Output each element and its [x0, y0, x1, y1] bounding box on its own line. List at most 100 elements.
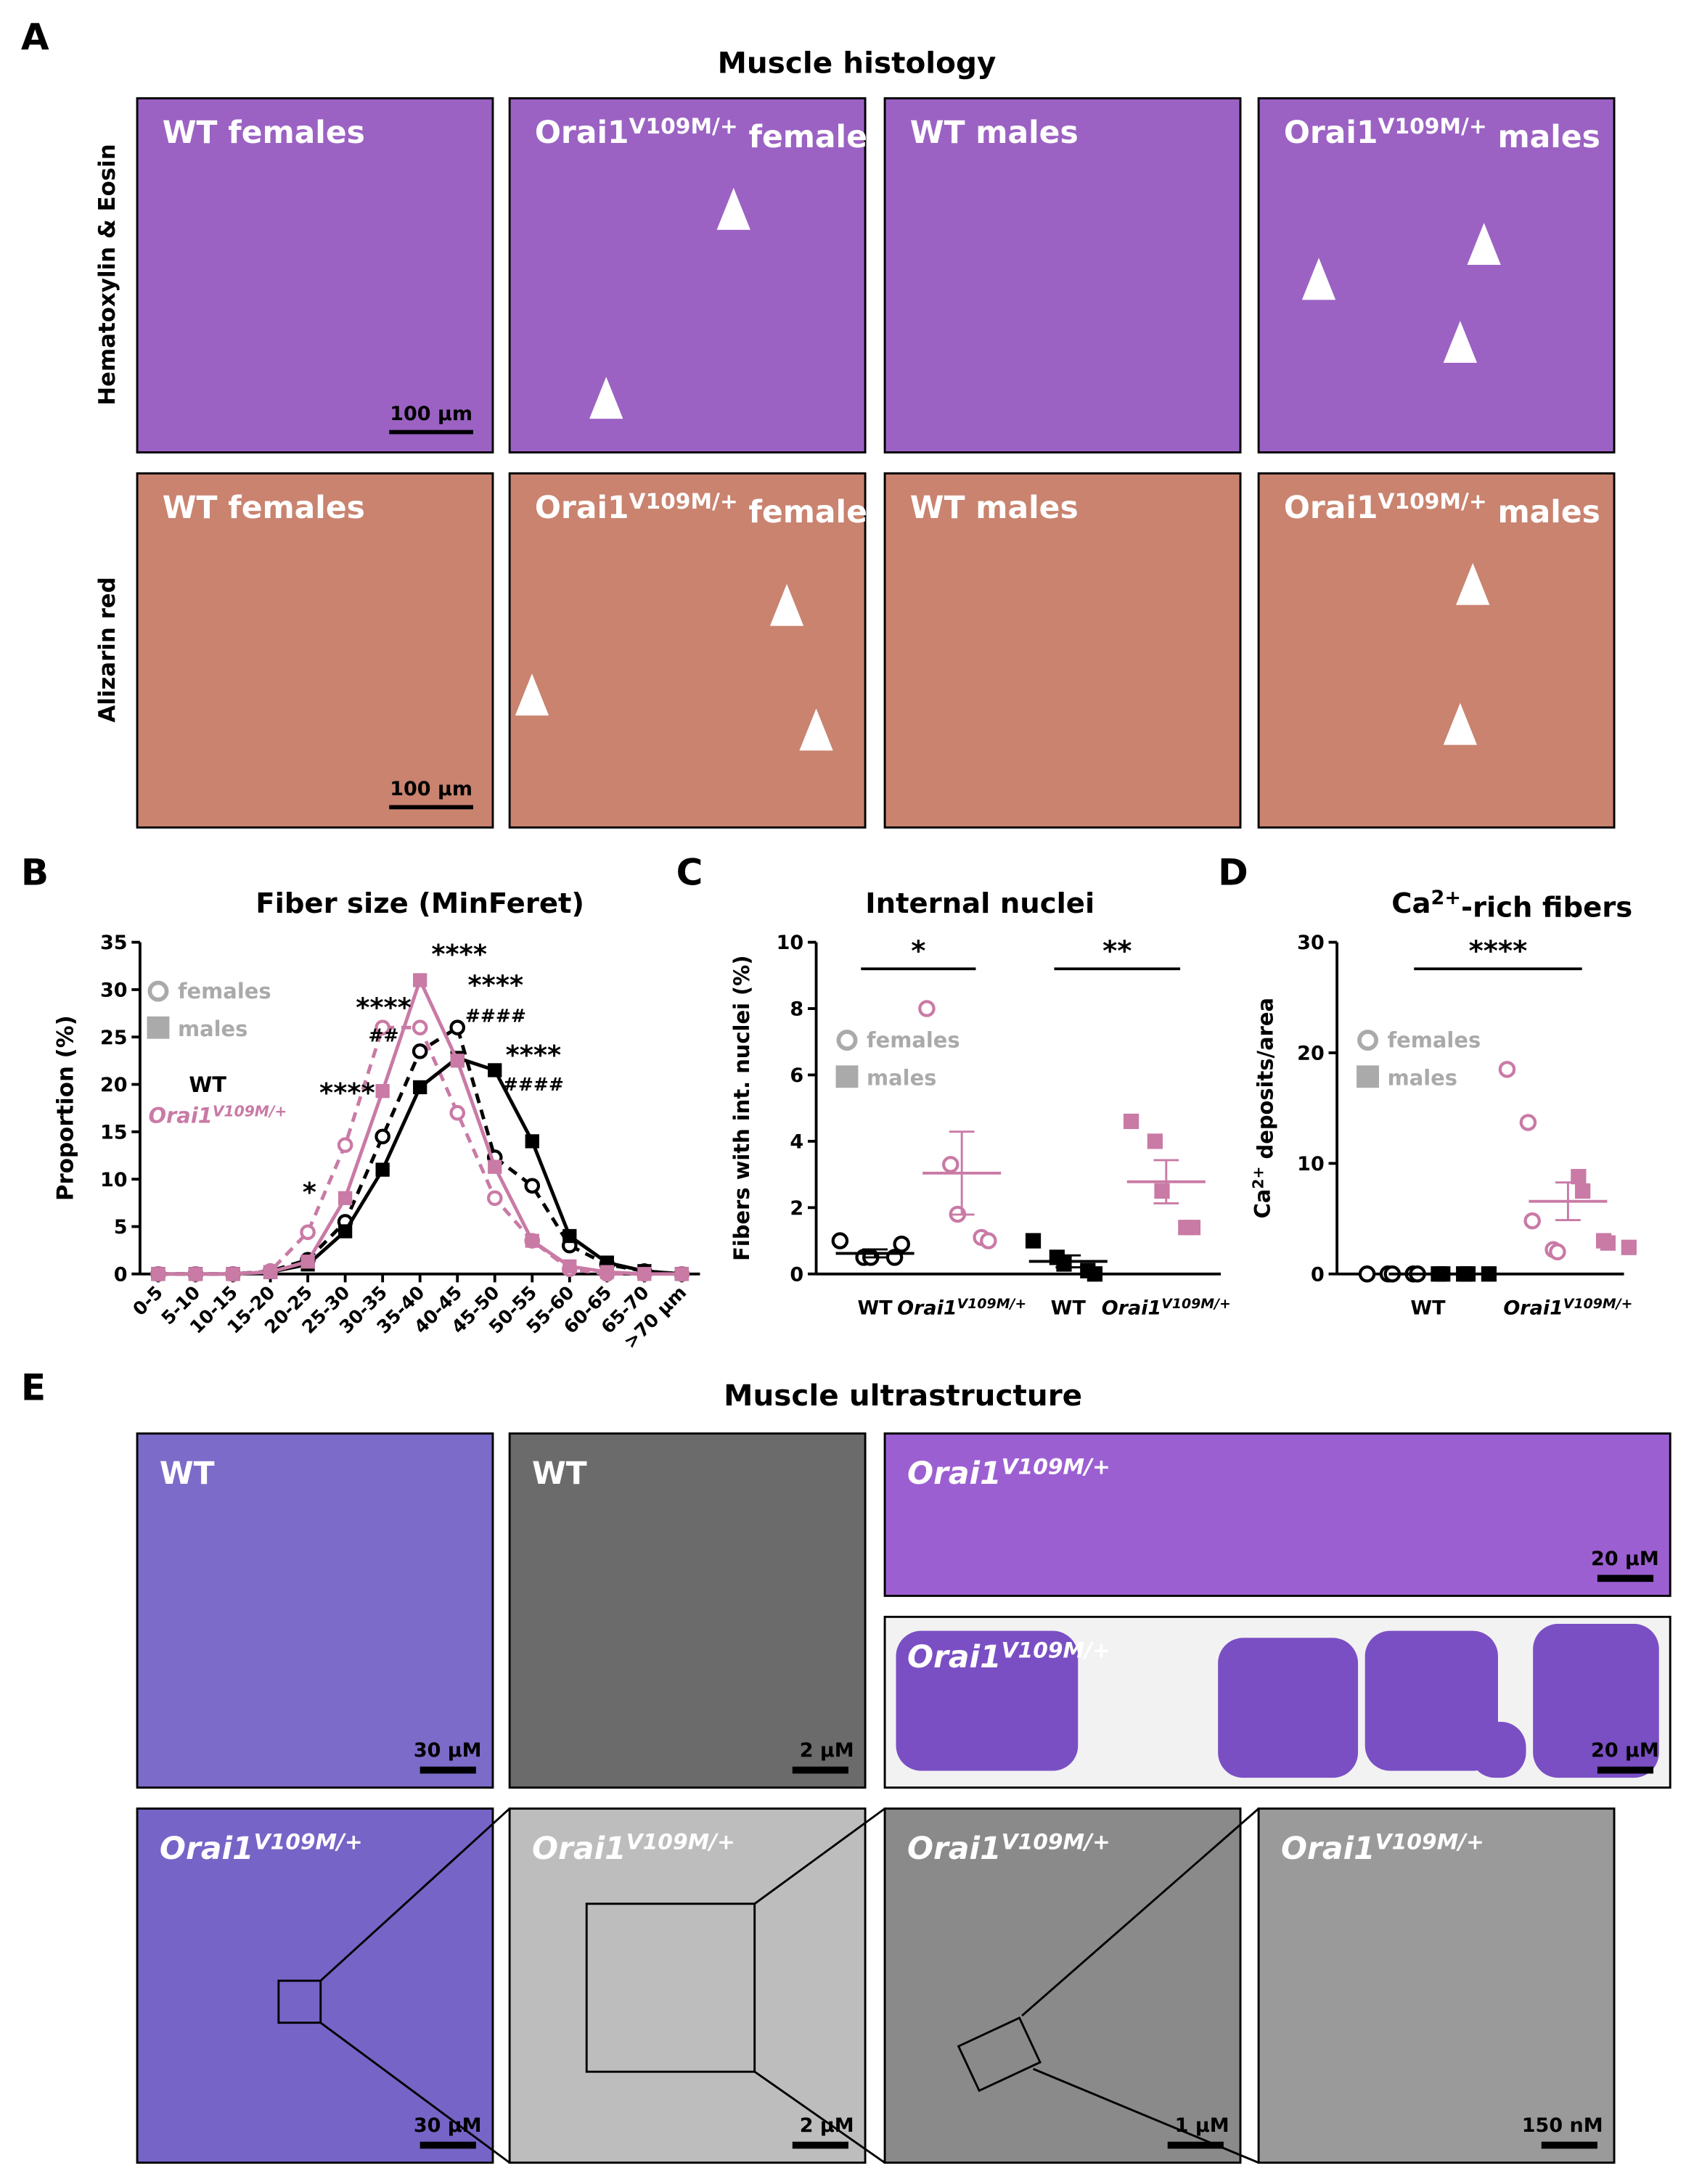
fiber	[1533, 1623, 1659, 1778]
data-point	[831, 1232, 849, 1249]
scale-bar	[1597, 1766, 1654, 1774]
histology-image	[136, 472, 494, 829]
x-tick-label-main: Orai1	[897, 1297, 957, 1320]
zoom-line	[753, 2071, 885, 2164]
legend-label: males	[867, 1065, 936, 1090]
y-axis-label-rest: deposits/area	[1253, 998, 1277, 1167]
image-label-rest: females	[738, 495, 885, 530]
marker	[300, 1224, 316, 1241]
image-label-main: WT males	[910, 490, 1079, 526]
arrowhead	[1443, 702, 1478, 745]
data-point	[1056, 1256, 1072, 1272]
image-label: Orai1V109M/+	[907, 1638, 1110, 1675]
image-label-main: Orai1	[907, 1640, 1002, 1675]
marker	[413, 973, 427, 988]
zoom-line	[1021, 1807, 1260, 2017]
legend-label: females	[1388, 1027, 1481, 1052]
y-axis-label-main: Ca	[1251, 1189, 1275, 1219]
chart-title-sup: 2+	[1431, 887, 1461, 909]
scale-bar	[420, 1766, 476, 1774]
panel-letter: E	[21, 1366, 46, 1408]
image-label-sup: V109M/+	[254, 1830, 363, 1855]
image-label: WT	[532, 1456, 587, 1492]
scale-bar-label: 100 µm	[390, 778, 472, 800]
legend-marker	[835, 1065, 859, 1088]
fiber	[896, 1630, 1079, 1771]
significance-mark: ****	[319, 1077, 375, 1109]
scale-bar	[389, 805, 473, 810]
legend-label-main: Orai1	[148, 1103, 212, 1128]
row-label: Alizarin red	[94, 577, 120, 723]
marker	[375, 1019, 390, 1035]
image-label-sup: V109M/+	[626, 1830, 735, 1855]
data-point	[1571, 1169, 1587, 1185]
data-point	[1498, 1061, 1516, 1078]
data-point	[941, 1156, 959, 1173]
scale-bar-label: 20 µM	[1591, 1739, 1659, 1762]
marker	[488, 1063, 502, 1077]
arrowhead	[716, 187, 750, 230]
x-tick-label: Orai1V109M/+	[1503, 1296, 1632, 1320]
image-label-main: WT	[160, 1456, 215, 1492]
y-tick-label: 6	[790, 1064, 803, 1087]
x-tick-label: WT	[857, 1297, 893, 1320]
y-axis-label: Ca2+ deposits/area	[1249, 998, 1277, 1218]
data-point	[1358, 1265, 1376, 1283]
scale-bar-label: 150 nM	[1522, 2114, 1603, 2137]
chart-title: Ca2+-rich fibers	[1391, 887, 1632, 924]
image-label-main: Orai1	[535, 490, 629, 526]
data-point	[1621, 1239, 1637, 1255]
scale-bar	[792, 1766, 848, 1774]
histology-image	[883, 97, 1242, 453]
x-tick-label-sup: V109M/+	[1563, 1296, 1633, 1312]
y-tick-label: 10	[777, 932, 804, 954]
image-label: Orai1V109M/+ females	[535, 114, 885, 155]
x-tick-label: Orai1V109M/+	[897, 1296, 1026, 1320]
legend-label: males	[1388, 1065, 1457, 1090]
data-point	[1025, 1233, 1042, 1249]
panel-title: Muscle ultrastructure	[724, 1378, 1082, 1413]
x-tick-label-main: Orai1	[1503, 1297, 1563, 1320]
panel-letter: A	[21, 15, 49, 58]
fiber	[1364, 1630, 1498, 1771]
y-tick-label: 30	[100, 980, 128, 1002]
legend-label: females	[178, 979, 271, 1003]
scale-bar-label: 1 µM	[1175, 2114, 1229, 2137]
micrograph	[1257, 1807, 1616, 2164]
x-tick-label-main: Orai1	[1102, 1297, 1162, 1320]
marker	[375, 1128, 390, 1145]
y-tick-label: 20	[100, 1074, 128, 1096]
fiber	[1470, 1722, 1526, 1778]
data-point	[1481, 1266, 1497, 1282]
data-point	[1460, 1266, 1476, 1282]
x-tick-label-main: WT	[1410, 1297, 1446, 1320]
chart-title: Internal nuclei	[865, 887, 1094, 920]
scale-bar	[1597, 1575, 1654, 1582]
data-point	[918, 1000, 936, 1017]
histology-image	[1257, 472, 1616, 829]
marker	[337, 1224, 353, 1239]
legend-label: Orai1V109M/+	[148, 1102, 287, 1128]
histology-image	[883, 472, 1242, 829]
scale-bar-label: 20 µM	[1591, 1548, 1659, 1570]
y-axis-label-sup: 2+	[1249, 1167, 1267, 1189]
scale-bar	[389, 430, 473, 435]
micrograph	[883, 1432, 1672, 1597]
scale-bar-label: 30 µM	[414, 1739, 482, 1762]
marker	[263, 1265, 278, 1279]
significance-mark: *	[303, 1176, 316, 1207]
image-label: Orai1V109M/+	[160, 1830, 363, 1867]
image-label-main: Orai1	[907, 1831, 1002, 1867]
fiber	[1218, 1638, 1359, 1778]
data-point	[893, 1235, 910, 1253]
arrowhead	[769, 583, 804, 626]
y-tick-label: 5	[114, 1216, 128, 1239]
image-label-rest: males	[1487, 495, 1600, 530]
zoom-box	[277, 1979, 322, 2024]
arrowhead	[799, 708, 833, 751]
marker	[300, 1255, 315, 1269]
image-label-sup: V109M/+	[629, 114, 738, 139]
significance-mark: ****	[1469, 935, 1528, 968]
panel-letter: C	[676, 851, 703, 894]
data-point	[1147, 1133, 1163, 1149]
